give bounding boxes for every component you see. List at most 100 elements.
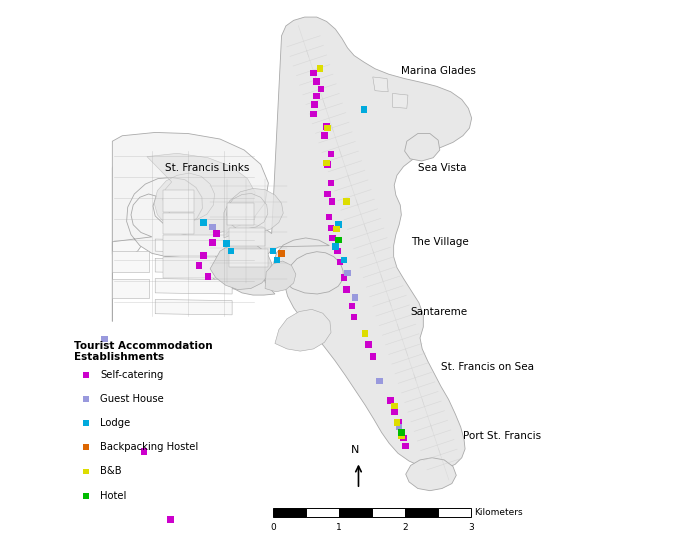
Point <box>396 431 407 440</box>
Point <box>272 255 282 264</box>
Text: Hotel: Hotel <box>101 491 127 501</box>
Point <box>81 443 92 452</box>
Point <box>350 293 360 302</box>
Point <box>346 301 357 310</box>
Bar <box>405 508 438 517</box>
Point <box>267 246 278 255</box>
Point <box>81 418 92 427</box>
Text: Kilometers: Kilometers <box>474 508 523 517</box>
Point <box>276 249 287 258</box>
Polygon shape <box>226 203 254 225</box>
Polygon shape <box>112 251 148 272</box>
Polygon shape <box>229 228 265 246</box>
Point <box>341 197 352 206</box>
Point <box>165 515 176 524</box>
Point <box>358 105 369 114</box>
Text: Port St. Francis: Port St. Francis <box>463 431 541 441</box>
Text: Guest House: Guest House <box>101 394 164 404</box>
Point <box>221 239 232 248</box>
Point <box>99 335 110 344</box>
Text: B&B: B&B <box>101 466 122 476</box>
Polygon shape <box>163 190 194 211</box>
Point <box>81 395 92 403</box>
Polygon shape <box>163 235 232 255</box>
Point <box>391 418 402 427</box>
Point <box>311 92 322 100</box>
Point <box>322 124 333 133</box>
Point <box>207 223 218 231</box>
Point <box>324 213 334 221</box>
Point <box>341 285 352 294</box>
Point <box>194 261 205 270</box>
Polygon shape <box>215 17 472 470</box>
Point <box>389 407 400 416</box>
Point <box>319 132 330 140</box>
Point <box>326 179 337 188</box>
Text: 0: 0 <box>270 523 276 532</box>
Polygon shape <box>393 93 408 108</box>
Point <box>394 422 405 431</box>
Point <box>342 269 353 278</box>
Text: Santareme: Santareme <box>410 306 468 316</box>
Polygon shape <box>147 153 255 237</box>
Point <box>327 234 338 243</box>
Point <box>309 100 320 109</box>
Bar <box>372 508 405 517</box>
Polygon shape <box>112 279 148 299</box>
Text: 2: 2 <box>402 523 408 532</box>
Point <box>321 159 332 168</box>
Text: Backpacking Hostel: Backpacking Hostel <box>101 442 198 452</box>
Point <box>308 69 319 78</box>
Point <box>81 370 92 379</box>
Polygon shape <box>229 249 268 266</box>
Point <box>360 329 371 338</box>
Point <box>207 238 218 247</box>
Point <box>327 197 338 206</box>
Point <box>331 225 342 234</box>
Point <box>363 340 374 349</box>
Polygon shape <box>210 243 272 290</box>
Bar <box>274 508 306 517</box>
Point <box>139 447 150 456</box>
Point <box>339 273 350 282</box>
Point <box>326 149 337 158</box>
Polygon shape <box>112 133 272 321</box>
Point <box>349 312 360 321</box>
Point <box>334 258 345 266</box>
Point <box>332 246 343 255</box>
Polygon shape <box>265 261 296 292</box>
Point <box>315 84 326 93</box>
Polygon shape <box>155 239 210 252</box>
Point <box>321 122 332 131</box>
Point <box>389 402 400 411</box>
Text: Marina Glades: Marina Glades <box>402 67 476 77</box>
Point <box>322 160 333 169</box>
Text: N: N <box>351 445 359 455</box>
Bar <box>438 508 471 517</box>
Point <box>398 433 409 442</box>
Point <box>81 491 92 500</box>
Point <box>339 255 350 264</box>
Polygon shape <box>163 213 194 234</box>
Point <box>81 467 92 476</box>
Point <box>367 352 378 361</box>
Point <box>202 272 213 281</box>
Point <box>333 220 344 229</box>
Text: Sea Vista: Sea Vista <box>418 163 466 173</box>
Polygon shape <box>373 77 388 92</box>
Point <box>374 376 385 385</box>
Point <box>400 442 411 451</box>
Text: St. Francis Links: St. Francis Links <box>165 163 250 173</box>
Polygon shape <box>275 309 331 351</box>
Polygon shape <box>112 152 256 256</box>
Point <box>330 243 341 251</box>
Bar <box>339 508 372 517</box>
Polygon shape <box>224 189 283 238</box>
Point <box>211 229 222 238</box>
Point <box>198 251 209 260</box>
Polygon shape <box>155 279 232 294</box>
Point <box>198 218 209 227</box>
Text: 1: 1 <box>337 523 342 532</box>
Point <box>326 224 337 233</box>
Text: Self-catering: Self-catering <box>101 370 163 380</box>
